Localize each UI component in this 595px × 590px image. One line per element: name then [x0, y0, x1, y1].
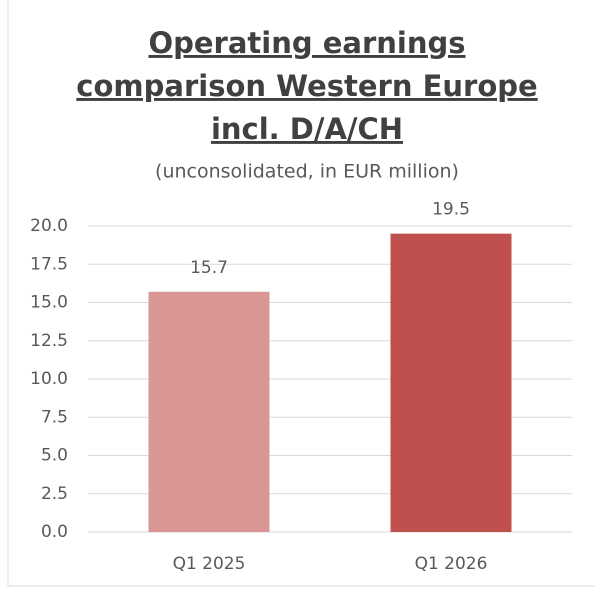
y-tick-label: 20.0	[30, 216, 68, 236]
bar	[390, 233, 512, 532]
x-tick-label: Q1 2025	[173, 554, 246, 574]
chart-subtitle: (unconsolidated, in EUR million)	[155, 161, 459, 183]
y-tick-label: 17.5	[30, 254, 68, 274]
y-tick-label: 0.0	[41, 522, 68, 542]
chart-title: Operating earnings	[148, 26, 465, 60]
chart-title: incl. D/A/CH	[211, 112, 403, 146]
y-tick-label: 15.0	[30, 293, 68, 313]
y-tick-label: 12.5	[30, 331, 68, 351]
y-tick-label: 2.5	[41, 484, 68, 504]
y-tick-label: 5.0	[41, 446, 68, 466]
x-tick-label: Q1 2026	[415, 554, 488, 574]
bar	[148, 291, 270, 532]
value-label: 19.5	[432, 200, 470, 220]
value-label: 15.7	[190, 258, 228, 278]
y-tick-label: 7.5	[41, 407, 68, 427]
chart-title: comparison Western Europe	[76, 69, 537, 103]
y-tick-label: 10.0	[30, 369, 68, 389]
